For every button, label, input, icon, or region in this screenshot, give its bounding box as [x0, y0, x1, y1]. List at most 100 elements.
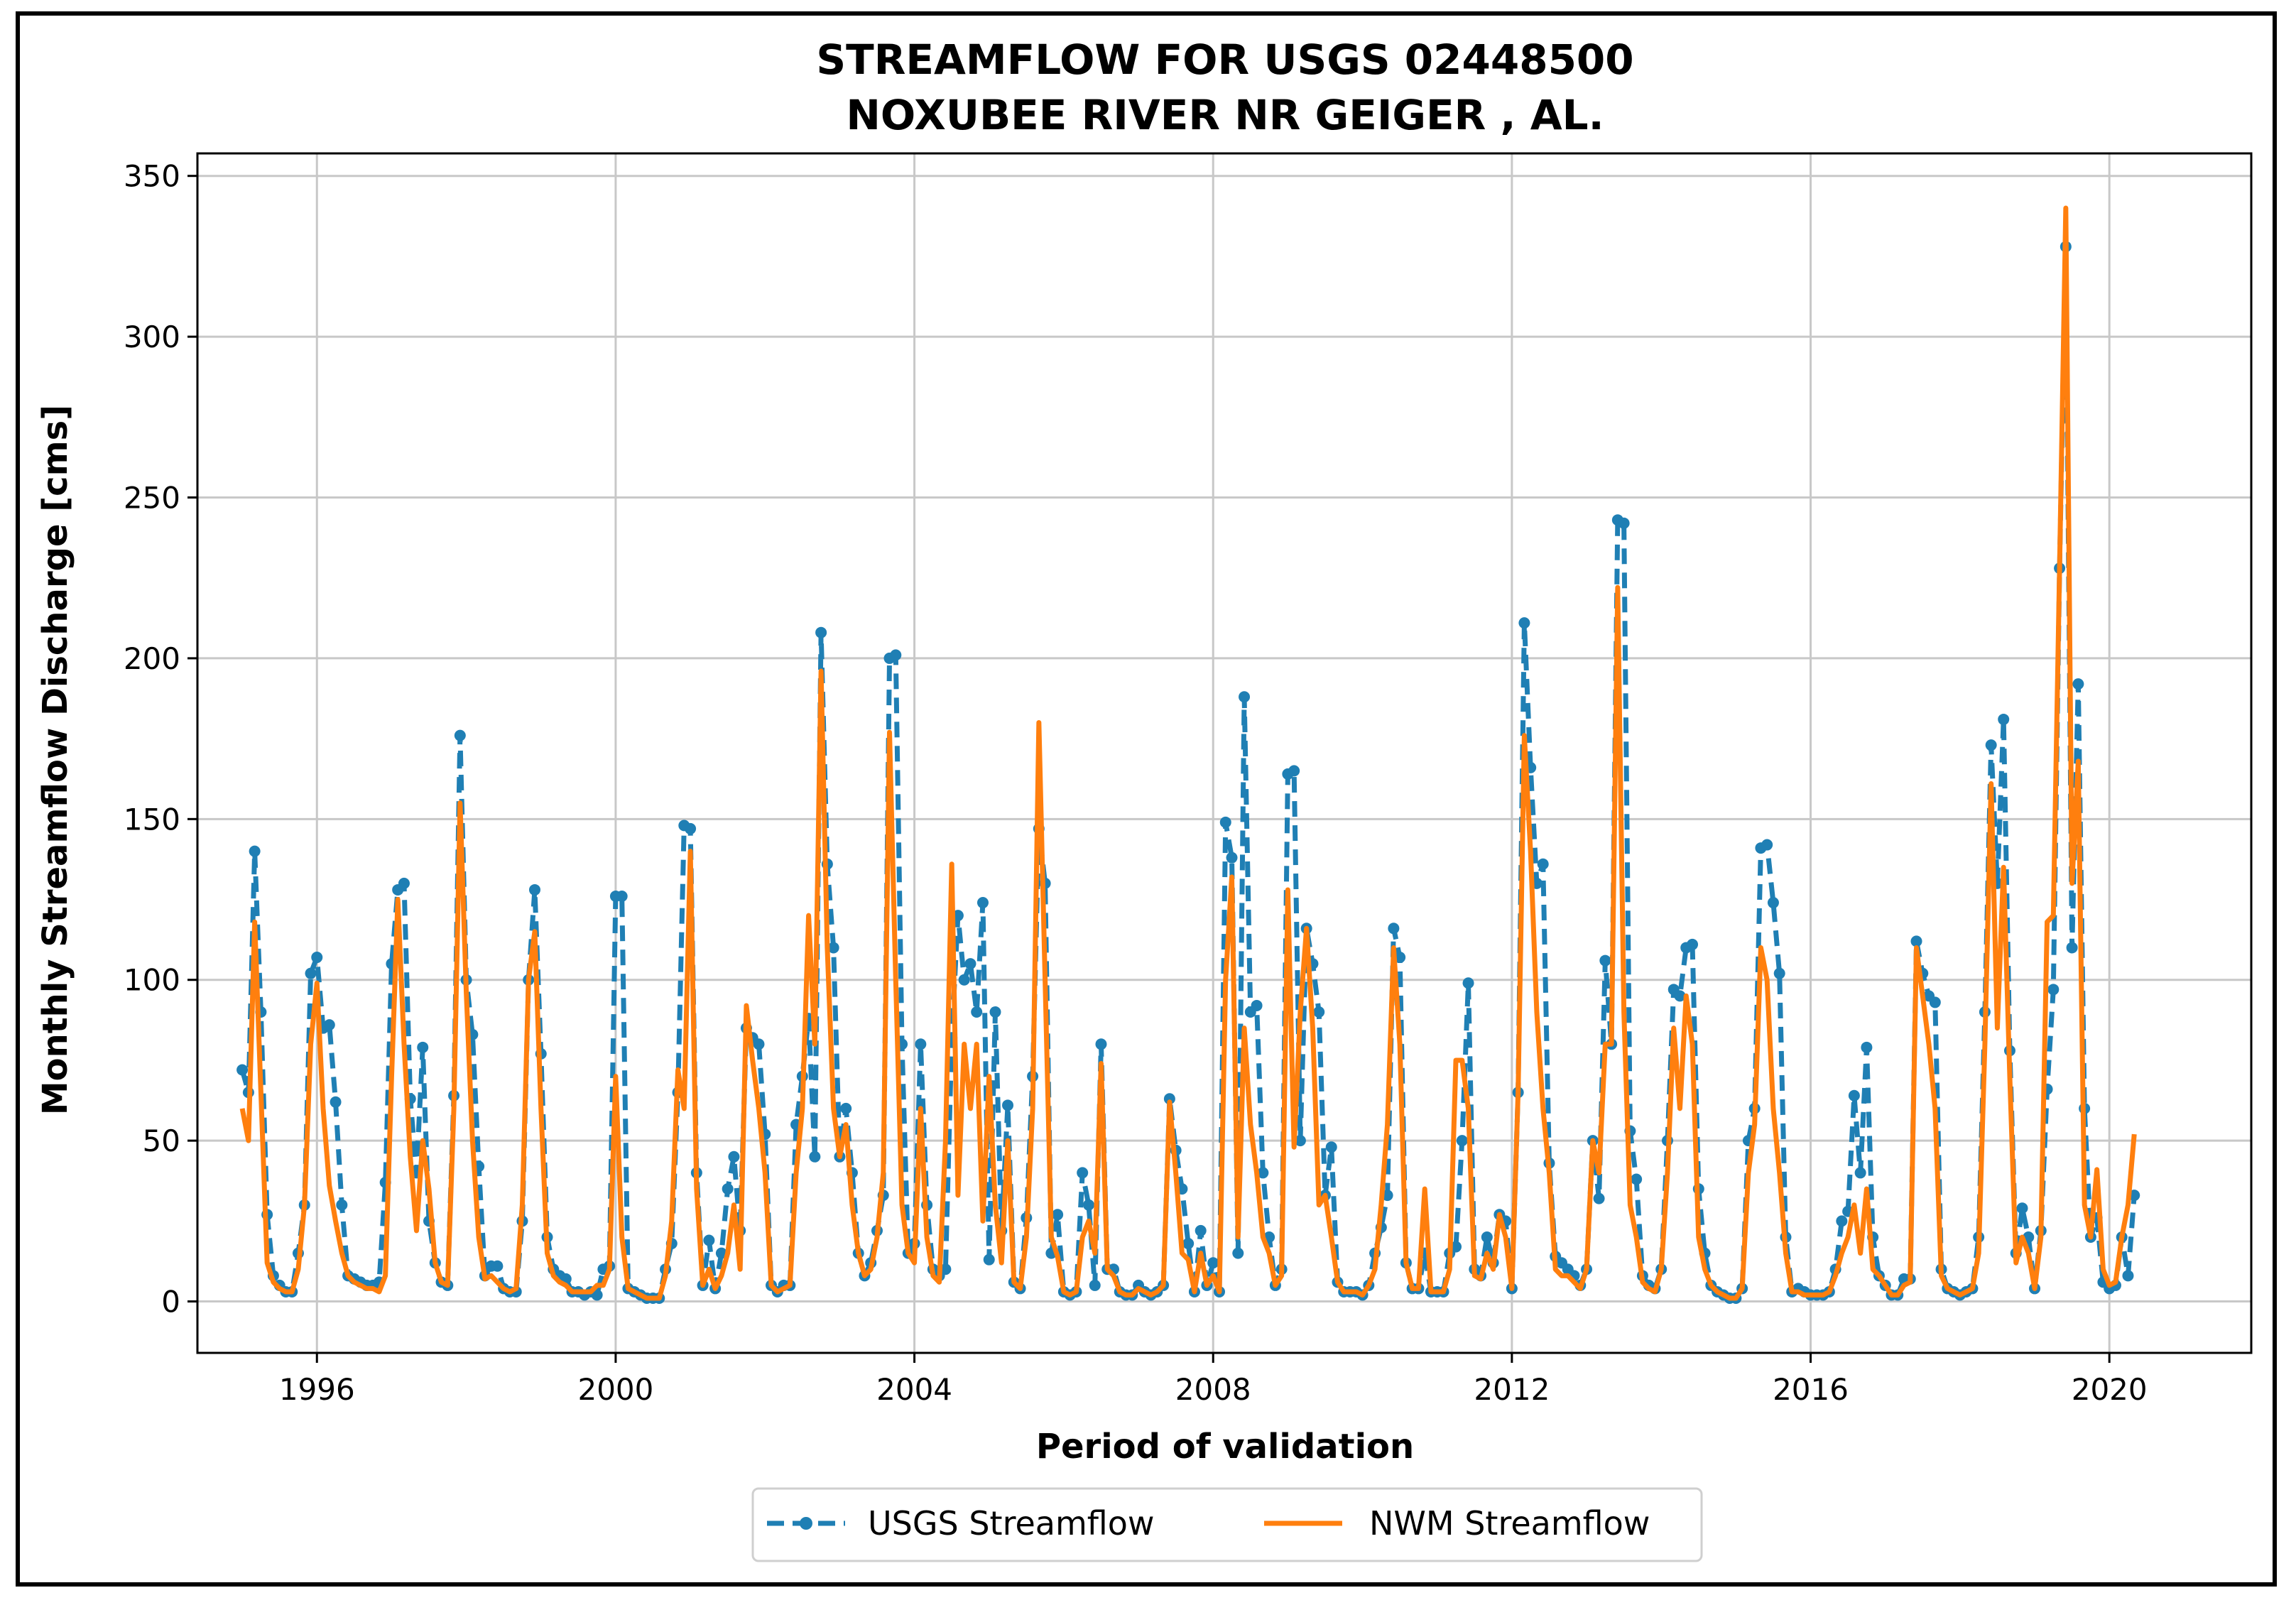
usgs-data-point: [1388, 923, 1400, 935]
x-tick-label: 2016: [1773, 1372, 1849, 1407]
usgs-data-point: [1518, 617, 1530, 629]
usgs-data-point: [1761, 839, 1773, 851]
legend-box: [751, 1487, 1703, 1562]
y-axis-title: Monthly Streamflow Discharge [cms]: [36, 405, 75, 1115]
nwm-series: [239, 205, 2137, 1301]
legend-usgs-marker: [800, 1517, 812, 1530]
usgs-data-point: [983, 1253, 995, 1266]
usgs-data-point: [1394, 952, 1406, 964]
usgs-data-point: [1848, 1089, 1860, 1101]
legend-nwm-label: NWM Streamflow: [1369, 1504, 1650, 1543]
usgs-data-point: [336, 1199, 348, 1211]
y-tick-label: 50: [143, 1124, 180, 1158]
usgs-data-point: [1687, 938, 1699, 950]
usgs-data-point: [491, 1260, 504, 1272]
usgs-data-point: [1002, 1099, 1014, 1111]
usgs-data-point: [236, 1064, 249, 1076]
y-tick-label: 0: [161, 1285, 180, 1320]
usgs-data-point: [305, 967, 317, 979]
usgs-data-point: [1182, 1238, 1195, 1250]
usgs-data-point: [753, 1038, 765, 1050]
x-tick-label: 2020: [2072, 1372, 2148, 1407]
usgs-data-point: [1226, 852, 1238, 864]
usgs-data-point: [1077, 1167, 1089, 1179]
usgs-data-point: [1251, 999, 1263, 1011]
usgs-data-point: [1998, 713, 2010, 725]
usgs-data-point: [1910, 935, 1922, 947]
legend-usgs-label: USGS Streamflow: [868, 1504, 1155, 1543]
x-tick-label: 2008: [1175, 1372, 1251, 1407]
usgs-data-point: [815, 626, 827, 638]
legend: USGS Streamflow NWM Streamflow: [751, 1487, 1703, 1562]
usgs-data-point: [2047, 984, 2060, 996]
usgs-data-point: [703, 1234, 715, 1246]
chart-title-line-1: STREAMFLOW FOR USGS 02448500: [816, 36, 1633, 84]
usgs-data-point: [1456, 1135, 1468, 1147]
usgs-data-point: [989, 1006, 1001, 1018]
usgs-data-point: [1313, 1006, 1325, 1018]
usgs-data-point: [1095, 1038, 1107, 1050]
x-axis-title: Period of validation: [1036, 1427, 1414, 1467]
usgs-data-point: [2016, 1202, 2028, 1214]
usgs-data-point: [1854, 1167, 1866, 1179]
usgs-data-point: [1450, 1241, 1462, 1253]
usgs-data-point: [1929, 996, 1941, 1008]
usgs-data-point: [715, 1247, 727, 1259]
usgs-data-point: [1631, 1173, 1643, 1185]
usgs-data-point: [958, 974, 970, 986]
usgs-data-point: [1481, 1231, 1493, 1243]
usgs-data-point: [323, 1019, 335, 1031]
usgs-data-point: [685, 822, 697, 834]
usgs-data-point: [1537, 858, 1549, 870]
usgs-data-point: [1288, 765, 1300, 777]
x-tick-label: 2012: [1474, 1372, 1550, 1407]
usgs-data-point: [976, 897, 989, 909]
usgs-data-point: [1239, 691, 1251, 703]
usgs-data-point: [2072, 678, 2084, 690]
usgs-data-point: [1861, 1041, 1873, 1053]
usgs-data-point: [1773, 967, 1785, 979]
x-tick-label: 1996: [279, 1372, 355, 1407]
usgs-data-point: [1836, 1215, 1848, 1227]
usgs-data-point: [1195, 1224, 1207, 1236]
usgs-data-point: [2122, 1270, 2134, 1282]
usgs-data-point: [971, 1006, 983, 1018]
usgs-data-point: [840, 1102, 852, 1114]
usgs-data-point: [249, 845, 261, 857]
usgs-data-point: [454, 729, 466, 741]
usgs-data-point: [417, 1041, 429, 1053]
plot-area: [196, 152, 2253, 1354]
usgs-data-point: [1089, 1279, 1101, 1291]
axis-ticks: 1996 2000 2004 2008 2012 2016 2020 0 50 100 150 200…: [124, 159, 2148, 1407]
usgs-data-point: [728, 1150, 740, 1163]
usgs-data-point: [1052, 1209, 1064, 1221]
usgs-data-point: [722, 1183, 734, 1195]
grid: [197, 153, 2251, 1353]
usgs-data-point: [890, 649, 902, 661]
x-tick-label: 2000: [577, 1372, 653, 1407]
usgs-data-point: [1325, 1141, 1337, 1153]
usgs-data-point: [1294, 1135, 1306, 1147]
usgs-data-point: [1599, 954, 1611, 967]
y-tick-label: 250: [124, 481, 180, 516]
usgs-data-point: [1767, 897, 1779, 909]
usgs-data-point: [2066, 942, 2078, 954]
usgs-data-point: [1985, 739, 1997, 751]
usgs-data-point: [1082, 1199, 1094, 1211]
y-tick-label: 300: [124, 320, 180, 354]
usgs-data-point: [964, 958, 976, 970]
x-tick-label: 2004: [876, 1372, 952, 1407]
y-tick-label: 150: [124, 802, 180, 837]
usgs-data-point: [1462, 977, 1474, 989]
usgs-data-point: [1618, 517, 1630, 529]
usgs-data-point: [1219, 816, 1231, 828]
usgs-data-point: [616, 891, 628, 903]
figure-frame: [16, 11, 2277, 1587]
usgs-data-point: [528, 883, 540, 896]
y-tick-label: 200: [124, 641, 180, 676]
usgs-data-point: [1232, 1247, 1244, 1259]
usgs-data-point: [1593, 1192, 1605, 1204]
usgs-data-point: [1257, 1167, 1269, 1179]
chart-title-line-2: NOXUBEE RIVER NR GEIGER , AL.: [846, 91, 1604, 139]
